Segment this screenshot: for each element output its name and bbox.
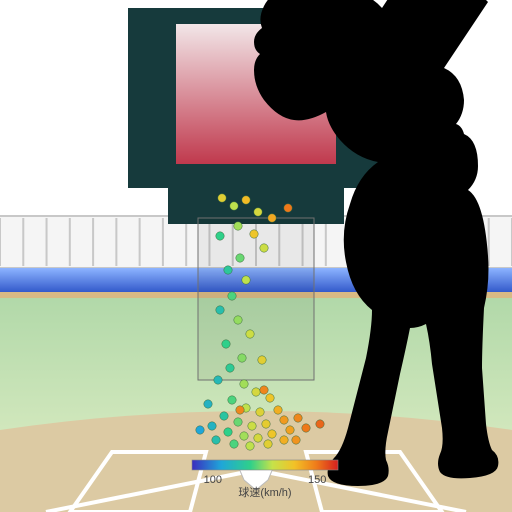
legend-tick: 150 [308, 474, 326, 486]
legend-label: 球速(km/h) [238, 485, 291, 499]
chart-svg: 100 150 球速(km/h) [0, 0, 512, 512]
strike-zone [198, 218, 314, 380]
legend-colorbar [192, 460, 338, 470]
pitch-location-chart: 100 150 球速(km/h) [0, 0, 512, 512]
legend-tick: 100 [204, 474, 222, 486]
